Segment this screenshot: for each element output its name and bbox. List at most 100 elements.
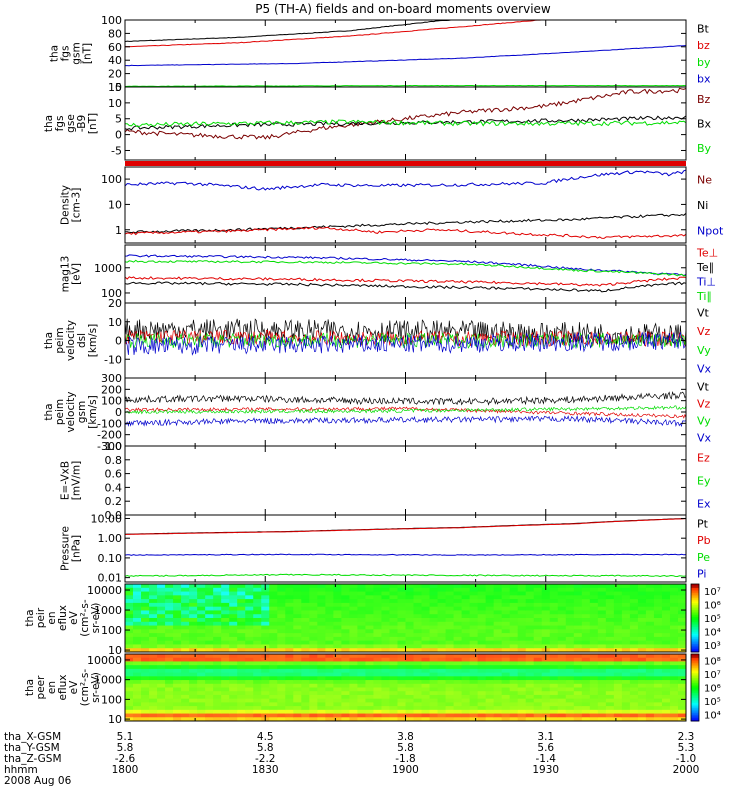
x-tick-value: -2.2 — [255, 753, 276, 765]
x-tick-value: 5.8 — [257, 742, 274, 754]
y-axis-label: Density — [60, 185, 72, 225]
y-axis-label: tha — [43, 332, 55, 349]
series-Te⊥ — [125, 276, 686, 287]
legend-entry: Vx — [697, 363, 712, 376]
series-bx — [125, 45, 686, 67]
y-axis-label: [km/s] — [87, 395, 99, 429]
y-tick-label: -5 — [111, 144, 122, 157]
y-axis-label: sr-eV) — [90, 603, 102, 634]
x-tick-value: 5.8 — [397, 742, 414, 754]
y-tick-label: 10 — [108, 97, 122, 110]
y-axis-label: peer — [35, 675, 47, 700]
colorbar-tick-label: 10⁸ — [704, 657, 721, 668]
y-tick-label: 200 — [101, 383, 122, 396]
y-axis-label: tha — [43, 115, 55, 132]
x-axis-row-label: tha_X-GSM — [4, 731, 61, 743]
legend-entry: Ti⊥ — [696, 275, 716, 288]
legend-entry: Vt — [697, 381, 710, 394]
legend-entry: Bx — [697, 118, 712, 131]
y-tick-label: 80 — [108, 27, 122, 40]
x-tick-value: 5.8 — [117, 742, 134, 754]
y-tick-label: 10.00 — [91, 512, 123, 525]
y-tick-label: 0.0 — [105, 509, 123, 522]
y-axis-label: sr-eV) — [90, 672, 102, 703]
series-Te∥ — [125, 281, 686, 293]
y-axis-label: dsl — [76, 333, 88, 348]
y-tick-label: 0 — [115, 406, 122, 419]
panel-temperature: 100 1000 mag13 [eV] Te⊥ Te∥Ti⊥ Ti∥ — [60, 244, 718, 304]
y-tick-label: -300 — [97, 440, 122, 453]
y-axis-label: en — [46, 681, 58, 694]
y-tick-label: 0.2 — [105, 495, 123, 508]
series-Ti∥ — [125, 259, 686, 277]
y-tick-label: 10 — [108, 713, 122, 726]
legend-entry: bx — [697, 73, 711, 86]
y-axis-label: tha — [24, 679, 36, 696]
y-axis-label: tha — [49, 45, 61, 62]
y-tick-label: 1000 — [94, 604, 122, 617]
y-axis-label: eflux — [57, 605, 69, 631]
legend-entry: Ex — [697, 498, 711, 511]
colorbar-tick-label: 10⁴ — [704, 710, 721, 721]
x-tick-value: 1800 — [112, 764, 139, 776]
colorbar-tick-label: 10⁶ — [704, 684, 721, 695]
y-axis-label: [nT] — [87, 113, 99, 134]
y-tick-label: 1.0 — [105, 440, 123, 453]
x-tick-value: -2.6 — [115, 753, 136, 765]
series-Vy — [125, 405, 686, 415]
y-tick-label: 0.8 — [105, 454, 123, 467]
y-tick-label: 10 — [108, 198, 122, 211]
y-tick-label: 60 — [108, 41, 122, 54]
y-axis-label: eV — [68, 680, 80, 694]
y-axis-label: (cm²-s- — [79, 669, 91, 707]
legend-entry: Ey — [697, 475, 711, 488]
colorbar-tick-label: 10⁶ — [704, 600, 721, 611]
x-tick-value: 1900 — [392, 764, 419, 776]
x-tick-value: -1.4 — [536, 753, 557, 765]
x-axis-row-label: 2008 Aug 06 — [4, 775, 72, 787]
y-axis-label: gsm — [71, 42, 83, 64]
series-lines — [125, 518, 686, 578]
legend-entry: Vz — [697, 398, 711, 411]
y-tick-label: 15 — [108, 81, 122, 94]
y-tick-label: 100 — [101, 14, 122, 27]
x-tick-value: 2000 — [673, 764, 700, 776]
y-tick-label: 0.4 — [105, 481, 123, 494]
y-tick-label: 1000 — [94, 262, 122, 275]
series-lines — [125, 390, 686, 428]
y-tick-label: 10000 — [87, 654, 122, 667]
y-tick-label: 300 — [101, 372, 122, 385]
series-Pe — [125, 573, 686, 578]
panel-pressure: 0.01 0.10 1.00 10.00 Pressure [nPa] Pt Pb Pe Pi — [60, 512, 711, 584]
panel-peer_eflux: 10⁴ 10⁵ 10⁶ 10⁷ 10⁸ 10 100 1000 10000 tha peer en ef… — [24, 653, 721, 726]
panel-frame — [124, 377, 687, 447]
legend-entry: bz — [697, 39, 710, 52]
series-By — [125, 119, 686, 128]
y-tick-label: 20 — [108, 68, 122, 81]
legend-entry: Bt — [697, 22, 710, 35]
y-tick-label: 0.10 — [98, 552, 123, 565]
y-tick-label: 20 — [108, 297, 122, 310]
x-tick-value: 5.3 — [678, 742, 695, 754]
y-tick-label: 1 — [115, 224, 122, 237]
legend-entry: Pi — [697, 568, 706, 581]
x-tick-value: 3.1 — [537, 731, 554, 743]
legend-entry: Ti∥ — [696, 290, 712, 303]
y-tick-label: 1.00 — [98, 532, 123, 545]
legend-entry: Vx — [697, 432, 712, 445]
x-tick-value: -1.0 — [676, 753, 697, 765]
panel-peir_eflux: 10³ 10⁴ 10⁵ 10⁶ 10⁷ 10 100 1000 10000 tha peir en ef… — [24, 583, 721, 657]
y-axis-label: gse — [65, 114, 77, 133]
x-tick-value: 1830 — [252, 764, 279, 776]
panel-frame — [124, 514, 687, 583]
legend-entry: Te∥ — [696, 261, 714, 274]
series-lines — [125, 87, 686, 140]
series-Vz — [125, 329, 686, 347]
x-tick-value: 5.6 — [537, 742, 554, 754]
series-Vx — [125, 414, 686, 428]
series-Ni — [125, 212, 686, 234]
series-lines — [125, 20, 686, 87]
